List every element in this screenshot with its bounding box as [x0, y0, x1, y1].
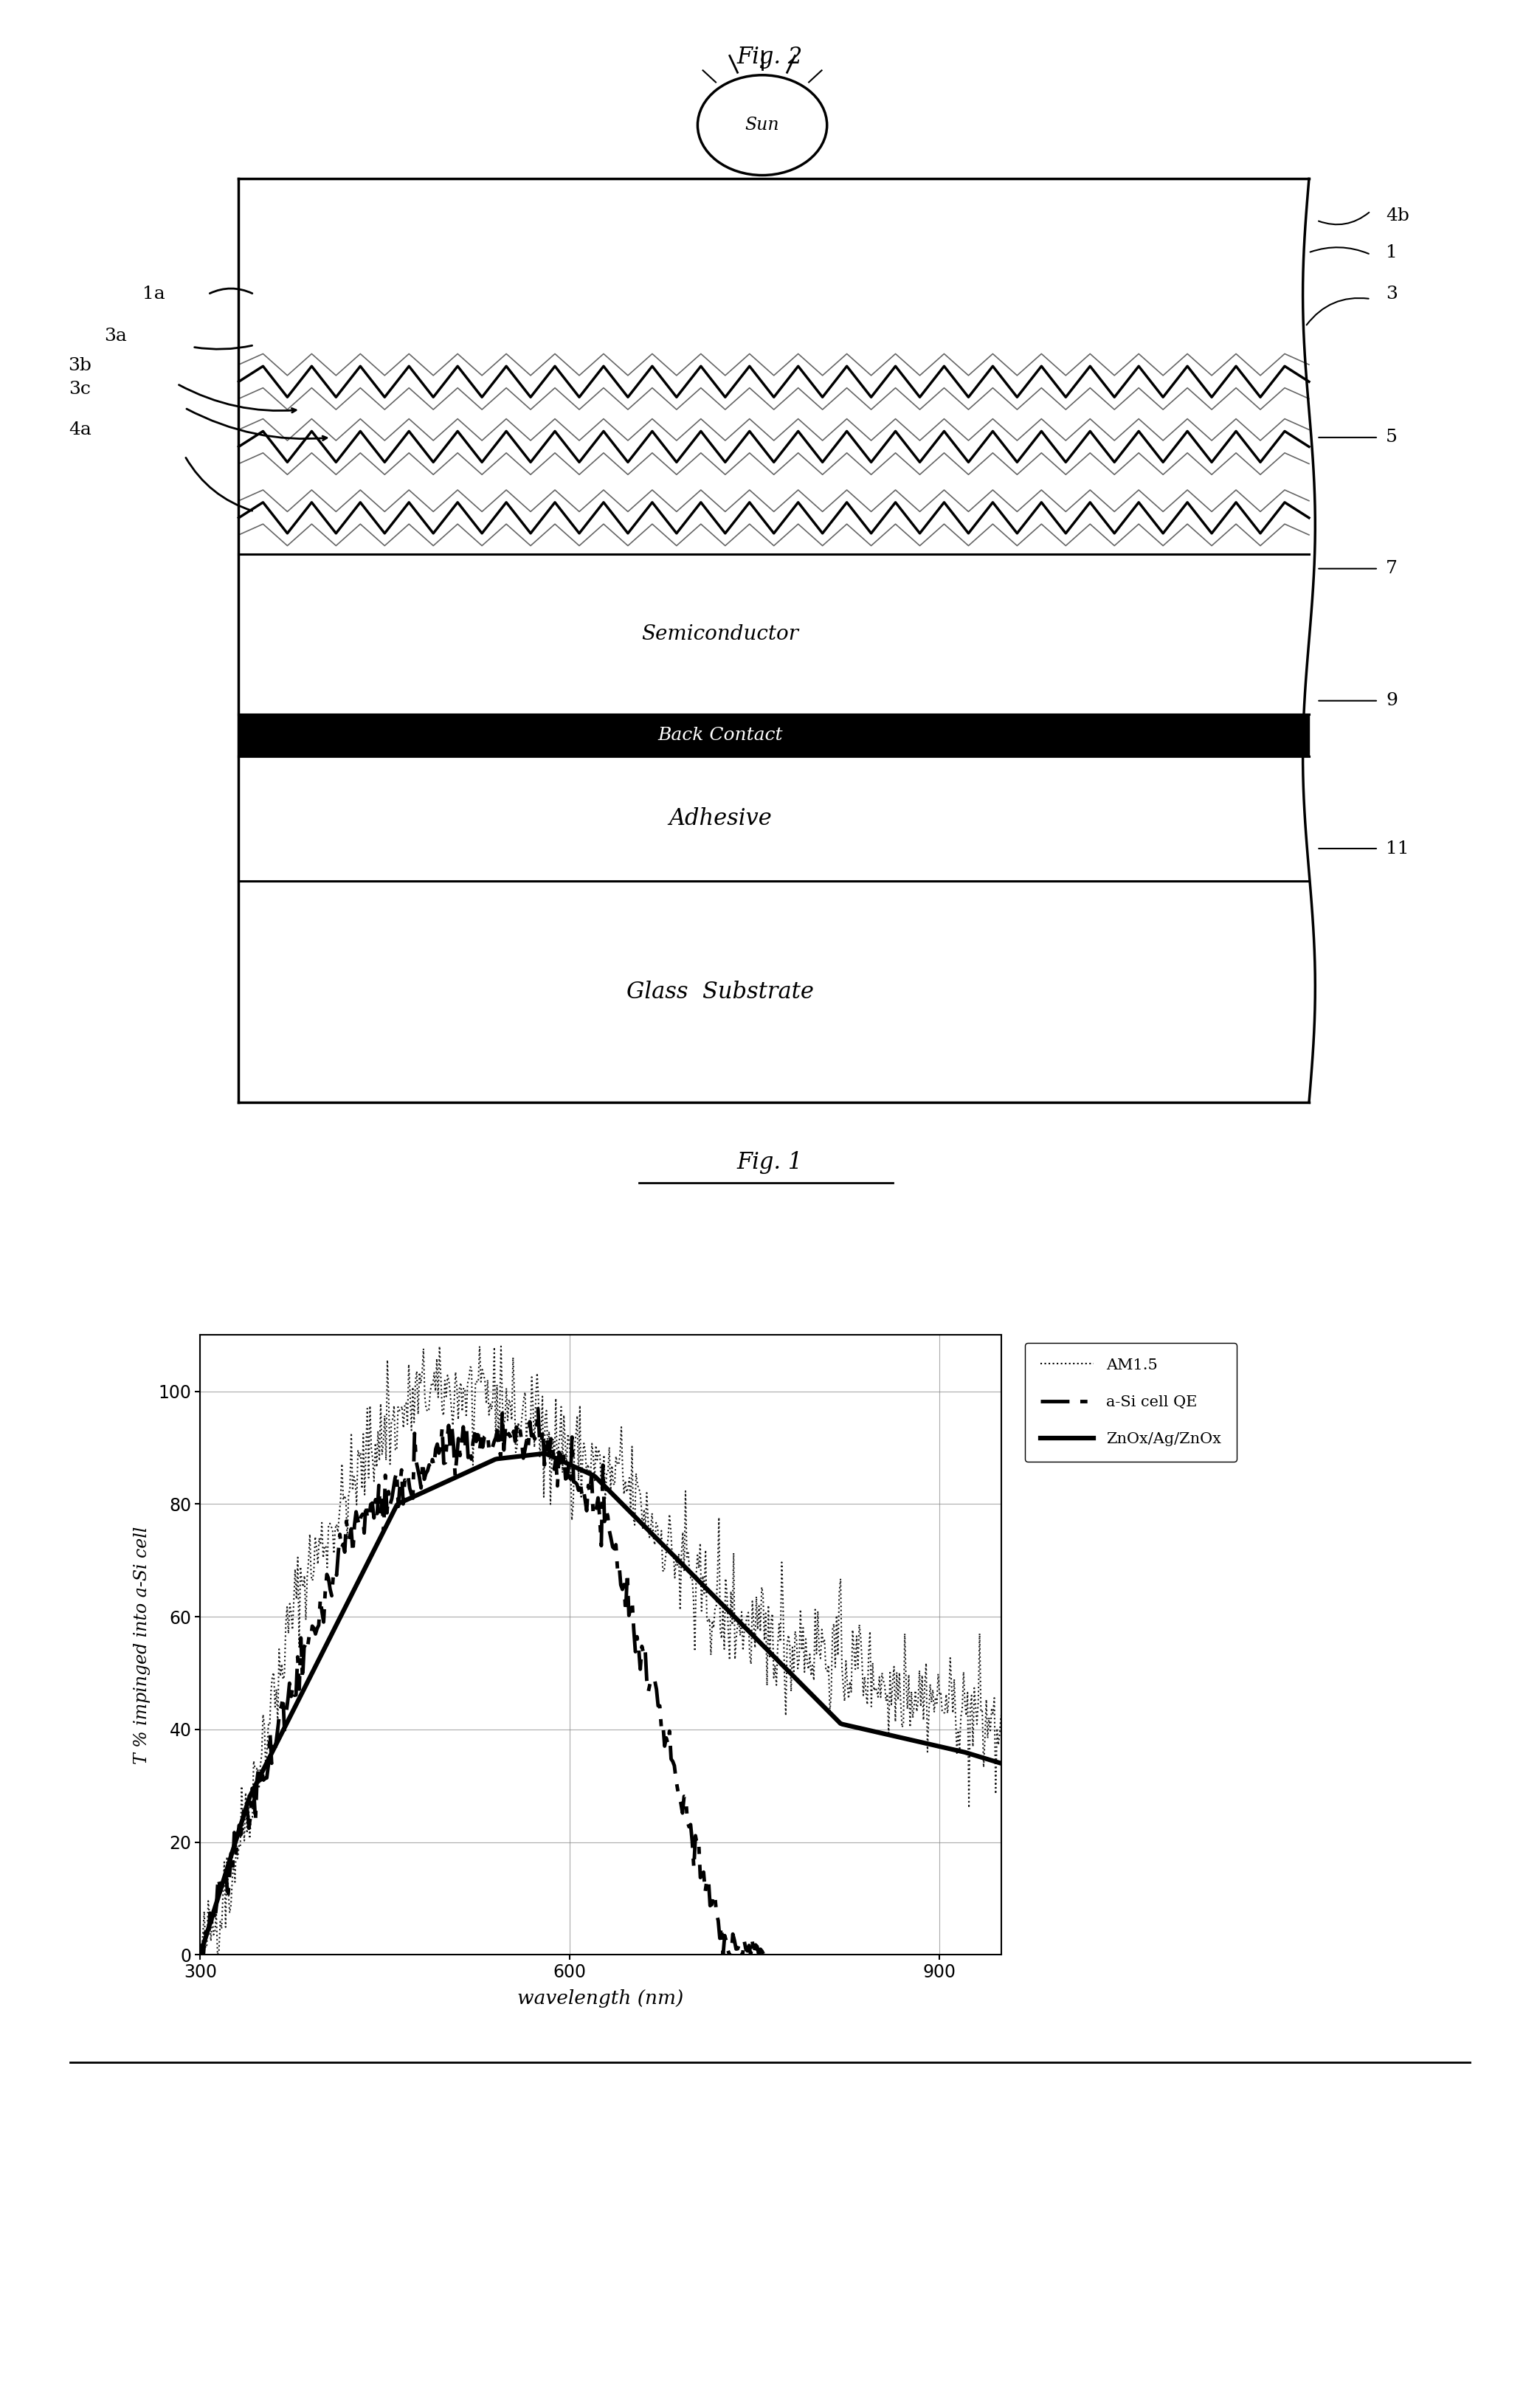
- Text: Adhesive: Adhesive: [668, 808, 772, 830]
- Text: 1a: 1a: [143, 286, 165, 303]
- Text: 5: 5: [1386, 429, 1398, 446]
- Text: 3c: 3c: [69, 381, 91, 398]
- X-axis label: wavelength (nm): wavelength (nm): [517, 1991, 684, 2007]
- Text: 4a: 4a: [69, 422, 91, 439]
- Text: 3a: 3a: [105, 327, 126, 343]
- Text: Semiconductor: Semiconductor: [642, 625, 799, 644]
- Text: 3: 3: [1386, 286, 1398, 303]
- Text: 1: 1: [1386, 243, 1398, 262]
- Text: 9: 9: [1386, 691, 1398, 708]
- Text: Sun: Sun: [745, 117, 779, 134]
- Text: 7: 7: [1386, 560, 1398, 577]
- Text: Back Contact: Back Contact: [658, 727, 782, 744]
- Legend: AM1.5, a-Si cell QE, ZnOx/Ag/ZnOx: AM1.5, a-Si cell QE, ZnOx/Ag/ZnOx: [1024, 1342, 1237, 1461]
- Text: 4b: 4b: [1386, 207, 1409, 224]
- Text: Fig. 1: Fig. 1: [738, 1151, 802, 1173]
- Text: 11: 11: [1386, 839, 1409, 856]
- Y-axis label: T % impinged into a-Si cell: T % impinged into a-Si cell: [132, 1526, 151, 1764]
- Text: Glass  Substrate: Glass Substrate: [627, 980, 815, 1004]
- Text: 3b: 3b: [68, 358, 92, 374]
- Text: Fig. 2: Fig. 2: [738, 45, 802, 69]
